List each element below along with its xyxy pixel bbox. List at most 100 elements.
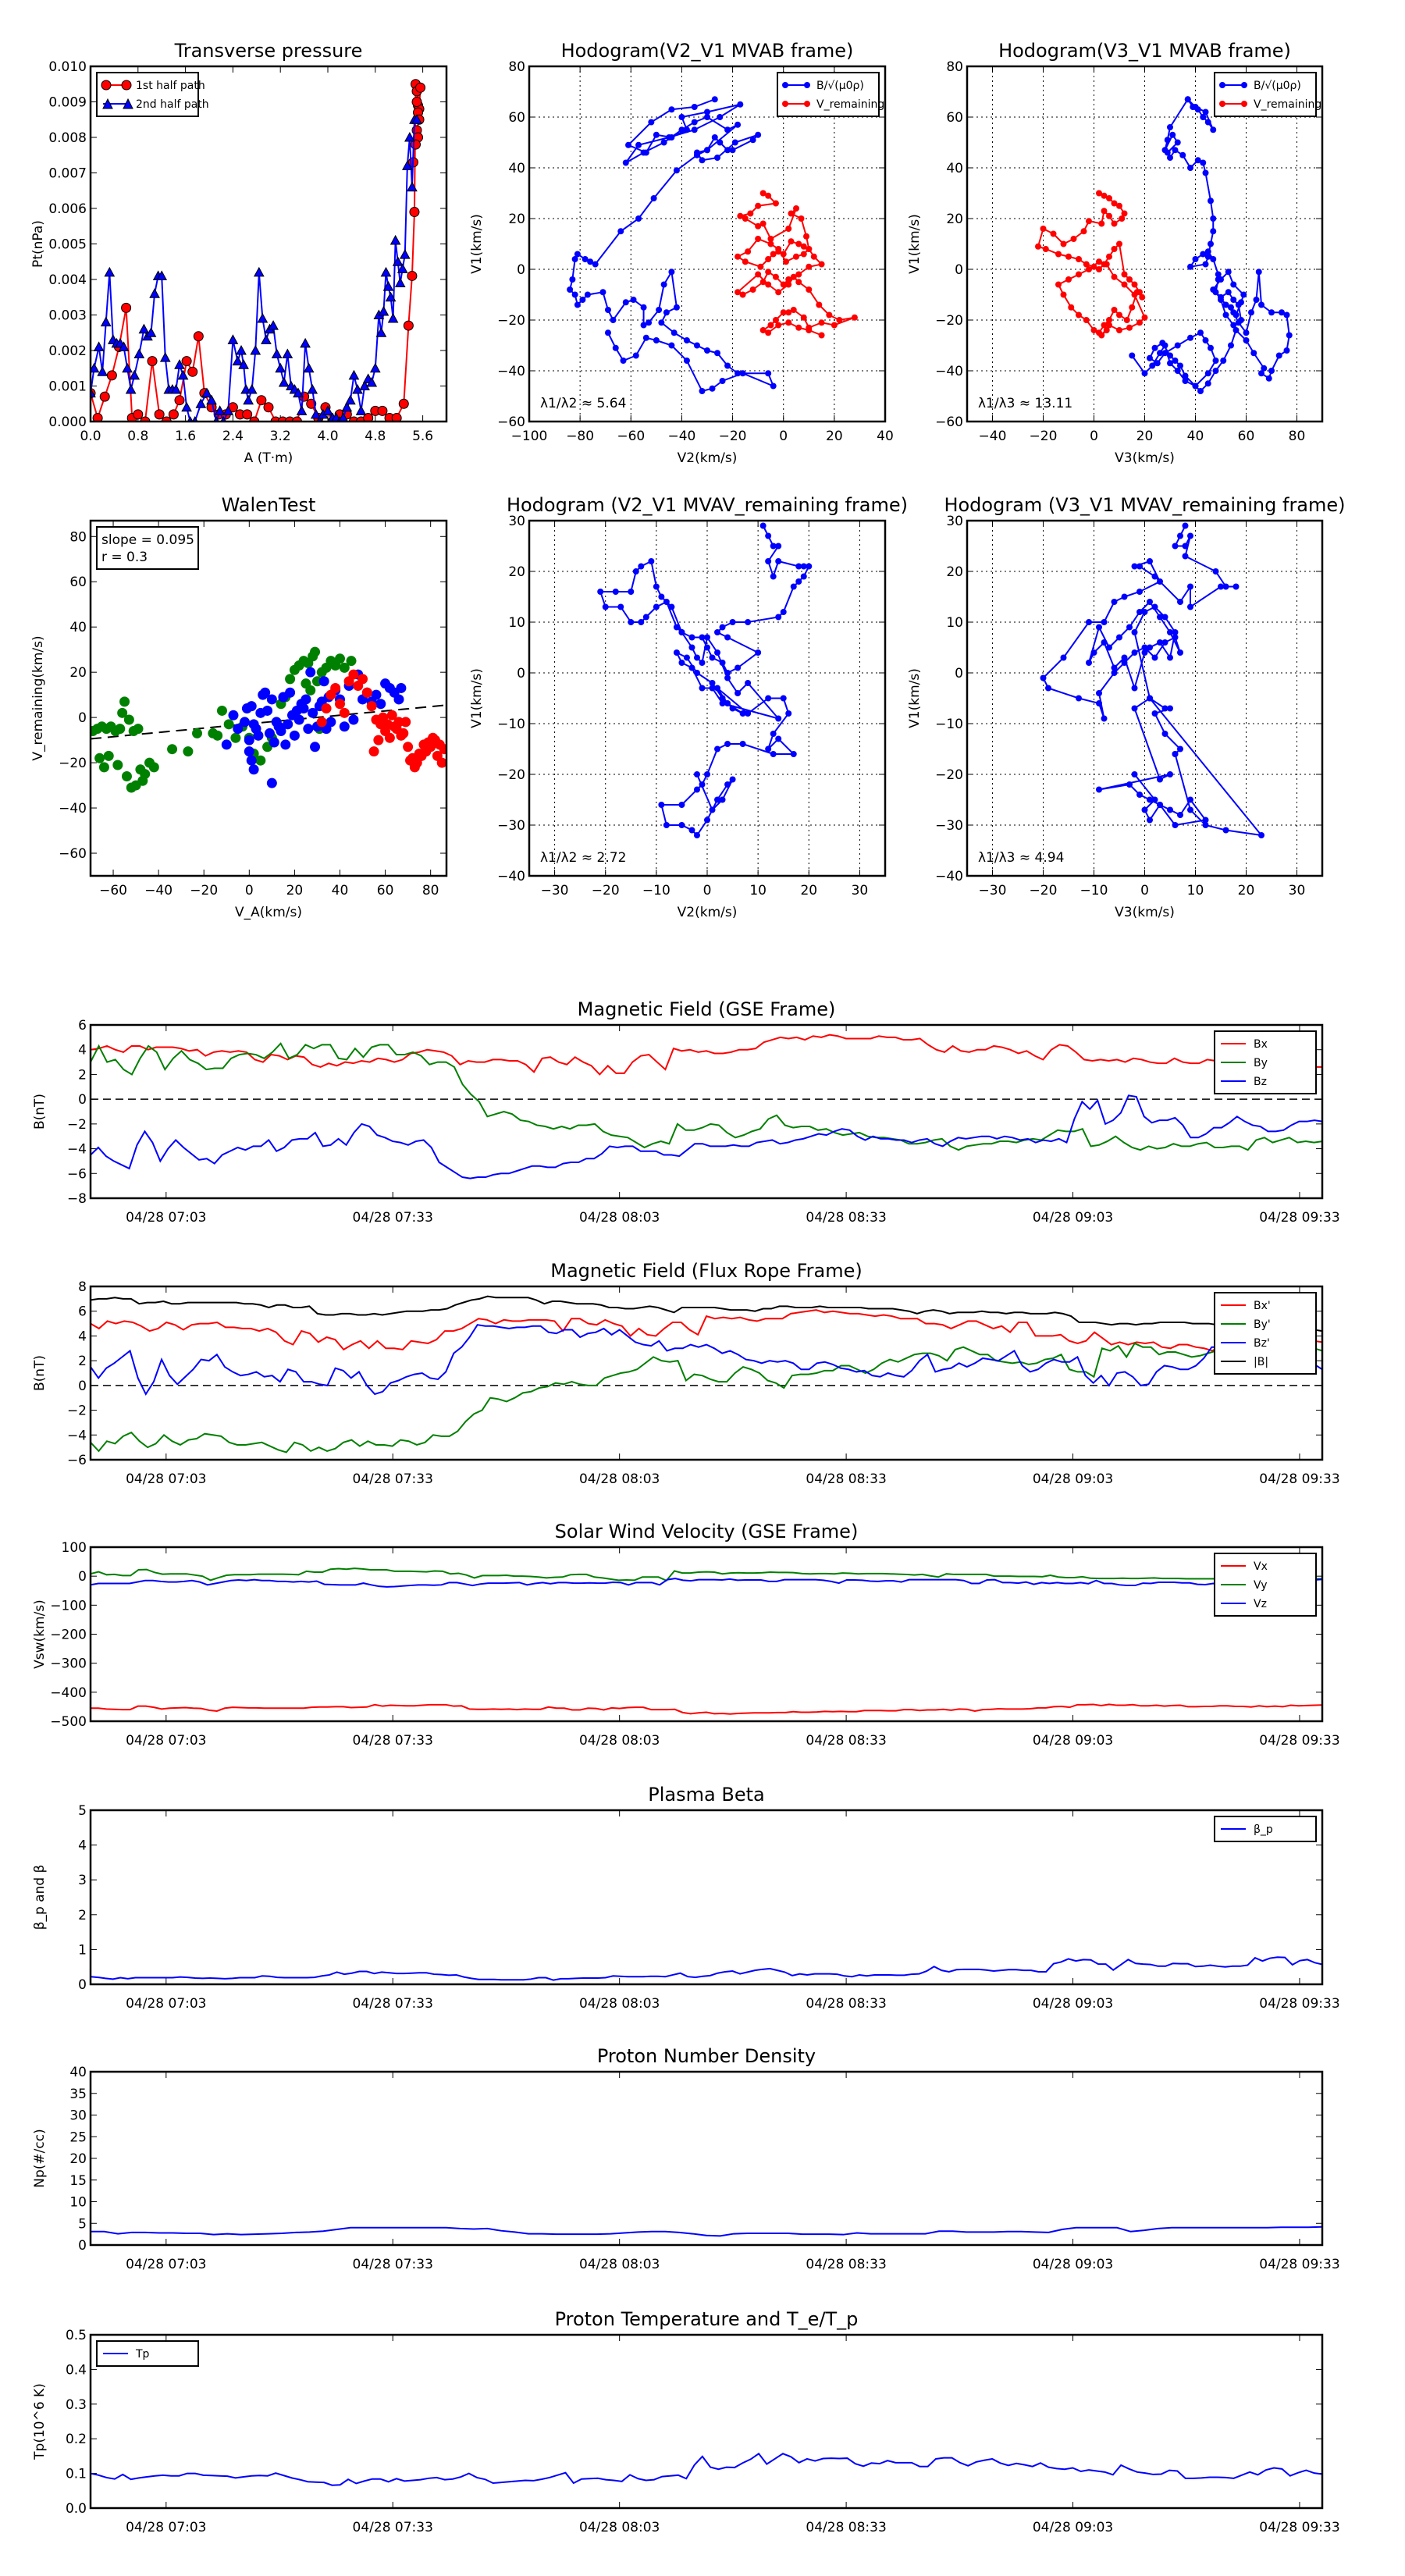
data-point-2nd half path [195, 398, 207, 408]
legend-label: V_remaining [816, 98, 884, 111]
data-point-V_remaining [759, 327, 767, 333]
y-tick-label: 10 [946, 615, 963, 631]
y-tick-label: 35 [69, 2087, 87, 2102]
data-point-B/√(μ0ρ) [1172, 629, 1179, 635]
y-tick-label: 0 [78, 2238, 87, 2254]
data-point-1st half path [181, 356, 192, 367]
data-point-blue [298, 703, 309, 714]
data-point-B/√(μ0ρ) [1060, 654, 1067, 661]
y-tick-label: −6 [67, 1166, 87, 1182]
data-point-B/√(μ0ρ) [790, 751, 797, 757]
data-point-B/√(μ0ρ) [1210, 126, 1217, 133]
data-point-blue [244, 746, 254, 757]
data-point-B/√(μ0ρ) [1243, 329, 1250, 336]
y-tick-label: 0.003 [48, 308, 87, 324]
series-line-By [91, 1042, 1322, 1151]
x-tick-label: 04/28 07:33 [353, 1733, 433, 1749]
x-tick-label: 20 [1238, 883, 1255, 898]
data-point-B/√(μ0ρ) [642, 334, 649, 341]
data-point-V_remaining [1096, 266, 1102, 272]
data-point-red [316, 717, 327, 728]
data-point-blue [318, 676, 329, 687]
data-point-green [339, 662, 350, 673]
data-point-1st half path [133, 409, 144, 420]
data-point-V_remaining [1121, 210, 1128, 217]
data-point-blue [393, 694, 404, 705]
data-point-B/√(μ0ρ) [724, 674, 731, 681]
plot-area [597, 522, 813, 838]
axes-frame [528, 65, 887, 423]
data-point-2nd half path [91, 362, 100, 373]
data-point-blue [266, 694, 277, 705]
chart-magnetic-field-gse: Magnetic Field (GSE Frame) 04/28 07:03 04/… [32, 998, 1340, 1226]
data-point-B/√(μ0ρ) [1131, 649, 1138, 656]
data-point-B/√(μ0ρ) [1131, 629, 1138, 635]
data-point-B/√(μ0ρ) [1116, 634, 1122, 641]
x-tick-label: 04/28 09:33 [1259, 1471, 1339, 1487]
data-point-B/√(μ0ρ) [1187, 263, 1193, 270]
chart-title: Hodogram (V3_V1 MVAV_remaining frame) [944, 494, 1345, 516]
data-point-B/√(μ0ρ) [1167, 155, 1173, 161]
x-tick-label: 04/28 07:33 [353, 2257, 433, 2272]
legend-marker [1241, 101, 1247, 107]
data-point-blue [228, 710, 239, 720]
data-point-B/√(μ0ρ) [1194, 157, 1201, 164]
data-point-B/√(μ0ρ) [1161, 350, 1168, 357]
legend-label: Vx [1254, 1560, 1268, 1573]
x-tick-label: −80 [566, 429, 594, 444]
y-axis-label: V1(km/s) [469, 668, 485, 728]
x-tick-label: 20 [1136, 429, 1154, 444]
data-point-B/√(μ0ρ) [699, 634, 706, 641]
legend: Bx By Bz [1214, 1030, 1317, 1094]
plot-area [91, 1956, 1322, 1981]
legend-label: |B| [1254, 1356, 1268, 1368]
data-point-green [183, 746, 194, 757]
data-point-B/√(μ0ρ) [731, 139, 738, 146]
data-point-B/√(μ0ρ) [648, 119, 655, 126]
data-point-B/√(μ0ρ) [678, 822, 685, 828]
fit-line [91, 704, 446, 740]
data-point-blue [348, 714, 359, 725]
data-point-2nd half path [380, 266, 392, 277]
data-point-V_remaining [1106, 195, 1112, 201]
series-line-Tp [91, 2452, 1322, 2486]
y-tick-label: 0 [517, 262, 525, 278]
data-point-B/√(μ0ρ) [1208, 197, 1214, 205]
data-point-B/√(μ0ρ) [1101, 639, 1108, 646]
data-point-B/√(μ0ρ) [1210, 256, 1217, 262]
data-point-green [230, 732, 241, 743]
data-point-red [403, 742, 414, 753]
data-point-V_remaining [755, 236, 762, 242]
data-point-B/√(μ0ρ) [673, 304, 680, 311]
data-point-B/√(μ0ρ) [1164, 149, 1171, 156]
data-point-B/√(μ0ρ) [1151, 654, 1158, 661]
data-point-B/√(μ0ρ) [678, 629, 685, 635]
data-point-B/√(μ0ρ) [704, 109, 710, 116]
x-tick-label: 04/28 07:33 [353, 2520, 433, 2535]
data-point-B/√(μ0ρ) [658, 319, 665, 326]
data-point-2nd half path [243, 394, 254, 405]
data-point-B/√(μ0ρ) [1111, 670, 1118, 676]
data-point-B/√(μ0ρ) [1157, 578, 1163, 585]
data-point-2nd half path [407, 181, 418, 192]
legend-label: By [1254, 1057, 1268, 1069]
data-point-B/√(μ0ρ) [1202, 169, 1209, 176]
data-point-B/√(μ0ρ) [663, 822, 670, 828]
data-point-B/√(μ0ρ) [1174, 368, 1181, 374]
data-point-V_remaining [1123, 317, 1130, 323]
axes-frame [966, 65, 1324, 423]
data-point-B/√(μ0ρ) [711, 96, 718, 103]
data-point-B/√(μ0ρ) [704, 634, 710, 641]
data-point-V_remaining [1129, 304, 1136, 311]
data-point-B/√(μ0ρ) [1177, 532, 1183, 539]
data-point-V_remaining [1116, 202, 1122, 209]
legend-label: Tp [135, 2348, 150, 2361]
x-tick-label: −20 [190, 883, 218, 898]
y-tick-label: 10 [508, 615, 525, 631]
data-point-V_remaining [1116, 240, 1122, 247]
chart-walen-test: WalenTest −60 −40 −20 0 20 40 60 80 −60 −40 −20 0 20 4… [30, 494, 448, 920]
y-tick-label: −40 [935, 364, 963, 379]
data-point-B/√(μ0ρ) [678, 114, 685, 120]
data-point-1st half path [168, 409, 179, 420]
y-tick-label: 40 [69, 620, 87, 635]
